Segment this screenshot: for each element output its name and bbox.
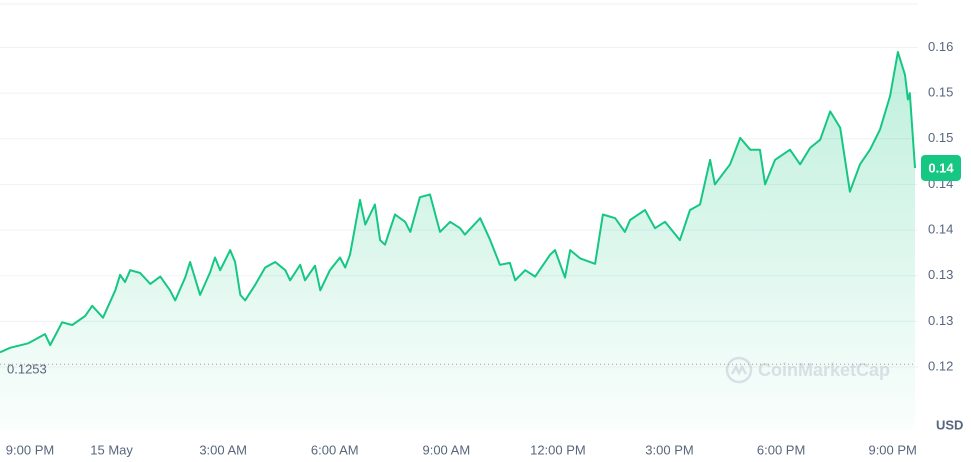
- x-tick-label: 9:00 PM: [868, 442, 916, 457]
- x-tick-label: 3:00 AM: [199, 442, 247, 457]
- marks: [0, 51, 916, 430]
- current-price-label: 0.14: [928, 160, 954, 175]
- x-tick-label: 15 May: [90, 442, 133, 457]
- labels: 0.12 0.13 0.13 0.14 0.14 0.15 0.15 0.16 9:00 PM 1…: [6, 39, 961, 457]
- y-axis-unit: USD: [936, 417, 963, 432]
- current-price-badge: [921, 154, 961, 181]
- y-tick-label: 0.12: [928, 358, 953, 373]
- x-tick-label: 6:00 PM: [757, 442, 805, 457]
- watermark: CoinMarketCap: [725, 356, 890, 384]
- y-tick-label: 0.14: [928, 222, 953, 237]
- x-tick-label: 9:00 PM: [6, 442, 54, 457]
- y-tick-label: 0.13: [928, 267, 953, 282]
- y-tick-label: 0.13: [928, 313, 953, 328]
- watermark-text: CoinMarketCap: [758, 360, 890, 380]
- price-area: [0, 52, 915, 430]
- x-tick-label: 9:00 AM: [422, 442, 470, 457]
- price-line: [0, 51, 916, 354]
- x-tick-label: 12:00 PM: [530, 442, 586, 457]
- x-tick-label: 3:00 PM: [645, 442, 693, 457]
- x-tick-label: 6:00 AM: [311, 442, 359, 457]
- reference-label: 0.1253: [7, 362, 47, 377]
- y-tick-label: 0.15: [928, 85, 953, 100]
- y-tick-label: 0.16: [928, 39, 953, 54]
- y-tick-label: 0.15: [928, 130, 953, 145]
